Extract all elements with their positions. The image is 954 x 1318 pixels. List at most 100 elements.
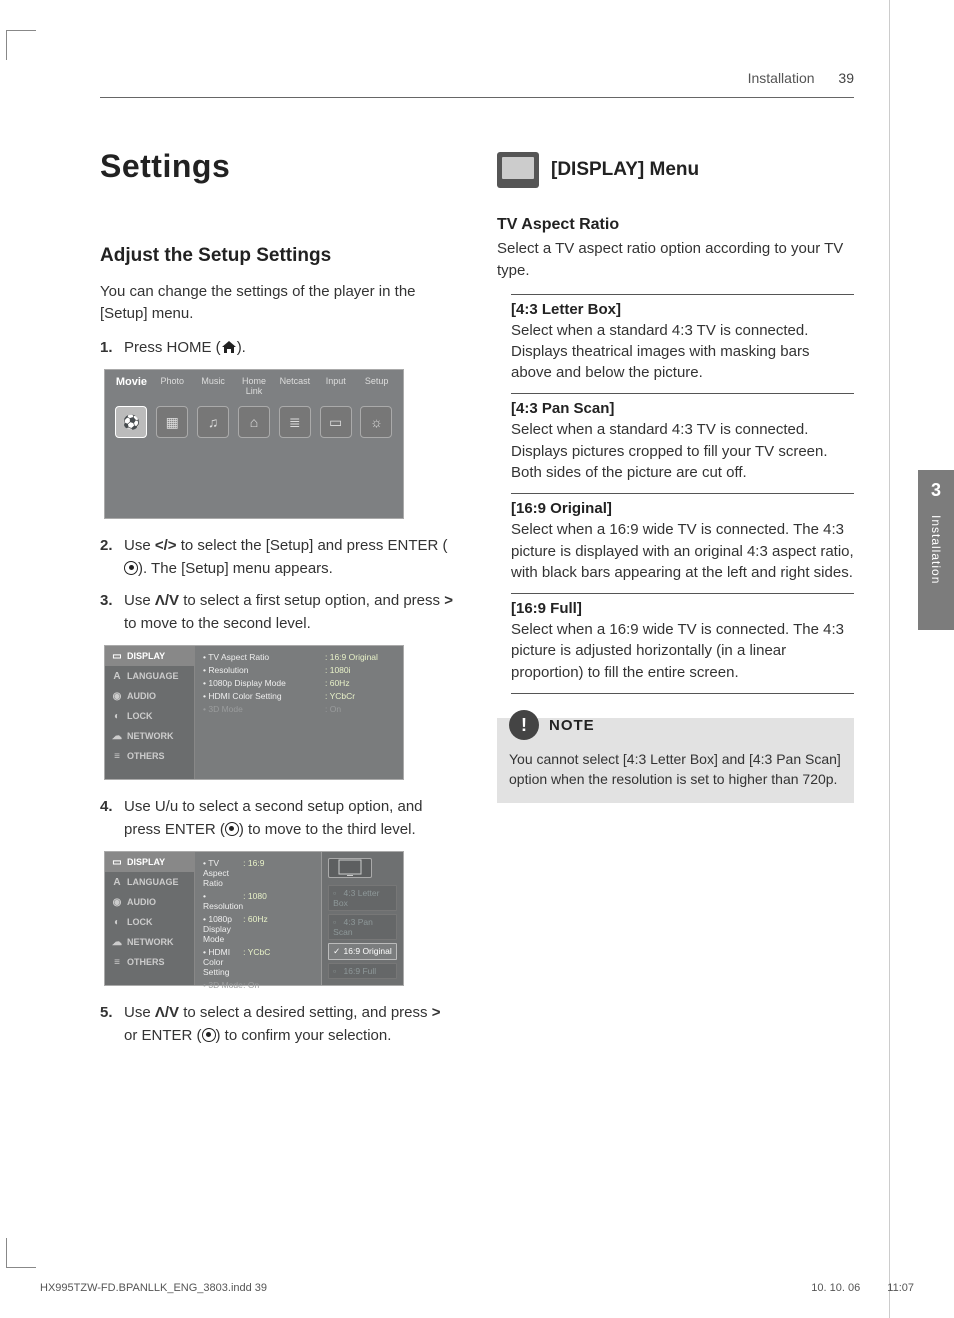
setup-side-item: A LANGUAGE xyxy=(105,872,194,892)
home-menu-tile: ♫ xyxy=(197,406,229,438)
setup-row: 1080p Display Mode: 60Hz xyxy=(203,914,313,944)
setup-row: Resolution: 1080i xyxy=(203,665,395,675)
home-menu-label: Music xyxy=(193,376,234,396)
footer-time: 11:07 xyxy=(887,1282,914,1294)
subheading: Adjust the Setup Settings xyxy=(100,245,457,267)
steps-list: 4. Use U/u to select a second setup opti… xyxy=(100,796,457,841)
setup-side-icon: ▭ xyxy=(111,856,123,868)
intro-text: You can change the settings of the playe… xyxy=(100,281,457,325)
setup-row-key: TV Aspect Ratio xyxy=(203,652,325,662)
aspect-option: [4:3 Letter Box] Select when a standard 4… xyxy=(511,294,854,384)
setup-side-item: ◐ LOCK xyxy=(105,706,194,726)
setup-row-key: TV Aspect Ratio xyxy=(203,858,243,888)
setup-row-key: 1080p Display Mode xyxy=(203,914,243,944)
right-column: [DISPLAY] Menu TV Aspect Ratio Select a … xyxy=(497,148,854,1057)
home-menu-label: Setup xyxy=(356,376,397,396)
left-right-key: </> xyxy=(155,537,177,554)
home-menu-label: Movie xyxy=(111,376,152,396)
setup-row-key: Resolution xyxy=(203,665,325,675)
step-4: 4. Use U/u to select a second setup opti… xyxy=(100,796,457,841)
screenshot-home-menu: MoviePhotoMusicHome LinkNetcastInputSetu… xyxy=(104,369,404,519)
display-menu-title: [DISPLAY] Menu xyxy=(551,159,699,181)
home-menu-tile: ▭ xyxy=(320,406,352,438)
popup-preview-icon xyxy=(328,858,372,878)
setup-side-item: ◉AUDIO xyxy=(105,892,194,912)
popup-option: ▫ 4:3 Pan Scan xyxy=(328,914,397,940)
setup-row: 1080p Display Mode: 60Hz xyxy=(203,678,395,688)
setup-side-icon: ☁ xyxy=(111,936,123,948)
home-menu-label: Input xyxy=(315,376,356,396)
popup-option: ▫ 16:9 Full xyxy=(328,963,397,979)
note-body: You cannot select [4:3 Letter Box] and [… xyxy=(509,750,842,789)
header-rule: Installation 39 xyxy=(100,70,854,98)
chapter-tab: 3 Installation xyxy=(918,470,954,630)
setup-row-key: 3D Mode xyxy=(203,704,325,714)
setup-row: HDMI Color Setting: YCbC xyxy=(203,947,313,977)
aspect-option-body: Select when a 16:9 wide TV is connected.… xyxy=(511,619,854,683)
step-number: 4. xyxy=(100,796,124,841)
setup-row: HDMI Color Setting: YCbCr xyxy=(203,691,395,701)
chapter-number: 3 xyxy=(931,480,941,501)
steps-list: 5. Use Λ/V to select a desired setting, … xyxy=(100,1002,457,1047)
aspect-option-title: [4:3 Letter Box] xyxy=(511,301,854,318)
popup-option: ▫ 4:3 Letter Box xyxy=(328,885,397,911)
setup-row-key: HDMI Color Setting xyxy=(203,947,243,977)
setup-side-label: DISPLAY xyxy=(127,651,165,661)
setup-row: 3D Mode: On xyxy=(203,704,395,714)
home-menu-label: Netcast xyxy=(274,376,315,396)
step-number: 2. xyxy=(100,535,124,580)
home-menu-label: Home Link xyxy=(234,376,275,396)
setup-side-label: LOCK xyxy=(127,711,153,721)
step-3: 3. Use Λ/V to select a first setup optio… xyxy=(100,590,457,635)
display-menu-heading: [DISPLAY] Menu xyxy=(497,152,854,188)
setup-row-value: : 60Hz xyxy=(325,678,395,688)
setup-row-value: : On xyxy=(243,980,313,990)
setup-side-icon: ≡ xyxy=(111,750,123,762)
setup-row-value: : 16:9 xyxy=(243,858,313,888)
popup-option: ✓ 16:9 Original xyxy=(328,943,397,960)
up-down-key: Λ/V xyxy=(155,1004,179,1021)
setup-side-item: ☁ NETWORK xyxy=(105,726,194,746)
setup-side-label: LANGUAGE xyxy=(127,877,179,887)
setup-row-key: Resolution xyxy=(203,891,243,911)
setup-row-value: : 16:9 Original xyxy=(325,652,395,662)
options-bottom-rule xyxy=(511,693,854,694)
step-text: Use </> to select the [Setup] and press … xyxy=(124,535,457,580)
setup-side-icon: ◉ xyxy=(111,690,123,702)
setup-row: TV Aspect Ratio: 16:9 xyxy=(203,858,313,888)
setup-side-label: LANGUAGE xyxy=(127,671,179,681)
screenshot-setup-menu: ▭DISPLAYALANGUAGE◉AUDIO◐LOCK☁NETWORK≡OTH… xyxy=(104,645,404,780)
screenshot-setup-popup: ▭DISPLAYALANGUAGE◉AUDIO◐LOCK☁NETWORK≡OTH… xyxy=(104,851,404,986)
step-text: Press HOME (). xyxy=(124,337,457,360)
setup-side-label: OTHERS xyxy=(127,957,165,967)
enter-icon xyxy=(124,561,138,575)
setup-row-value: : YCbC xyxy=(243,947,313,977)
left-column: Settings Adjust the Setup Settings You c… xyxy=(100,148,457,1057)
aspect-option-title: [16:9 Original] xyxy=(511,500,854,517)
setup-row-value: : 60Hz xyxy=(243,914,313,944)
setup-row-key: HDMI Color Setting xyxy=(203,691,325,701)
note-icon: ! xyxy=(509,710,539,740)
step-number: 5. xyxy=(100,1002,124,1047)
step-1: 1. Press HOME (). xyxy=(100,337,457,360)
page-number: 39 xyxy=(838,70,854,86)
step-number: 1. xyxy=(100,337,124,360)
setup-side-item: ALANGUAGE xyxy=(105,666,194,686)
aspect-option-body: Select when a standard 4:3 TV is connect… xyxy=(511,320,854,384)
setup-side-icon: ☁ xyxy=(111,730,123,742)
setup-side-item: ▭DISPLAY xyxy=(105,646,194,666)
page-title: Settings xyxy=(100,148,457,185)
aspect-option: [16:9 Full]Select when a 16:9 wide TV is… xyxy=(511,593,854,683)
footer-file: HX995TZW-FD.BPANLLK_ENG_3803.indd 39 xyxy=(40,1282,267,1294)
home-menu-tile: ≣ xyxy=(279,406,311,438)
page: Installation 39 Settings Adjust the Setu… xyxy=(0,0,954,1318)
home-menu-tile: ⌂ xyxy=(238,406,270,438)
setup-side-label: NETWORK xyxy=(127,937,174,947)
steps-list: 2. Use </> to select the [Setup] and pre… xyxy=(100,535,457,635)
setup-side-icon: A xyxy=(111,876,123,888)
right-key: > xyxy=(432,1004,441,1021)
setup-side-label: NETWORK xyxy=(127,731,174,741)
steps-list: 1. Press HOME (). xyxy=(100,337,457,360)
setup-side-icon: ◐ xyxy=(111,710,123,722)
aspect-ratio-heading: TV Aspect Ratio xyxy=(497,216,854,234)
